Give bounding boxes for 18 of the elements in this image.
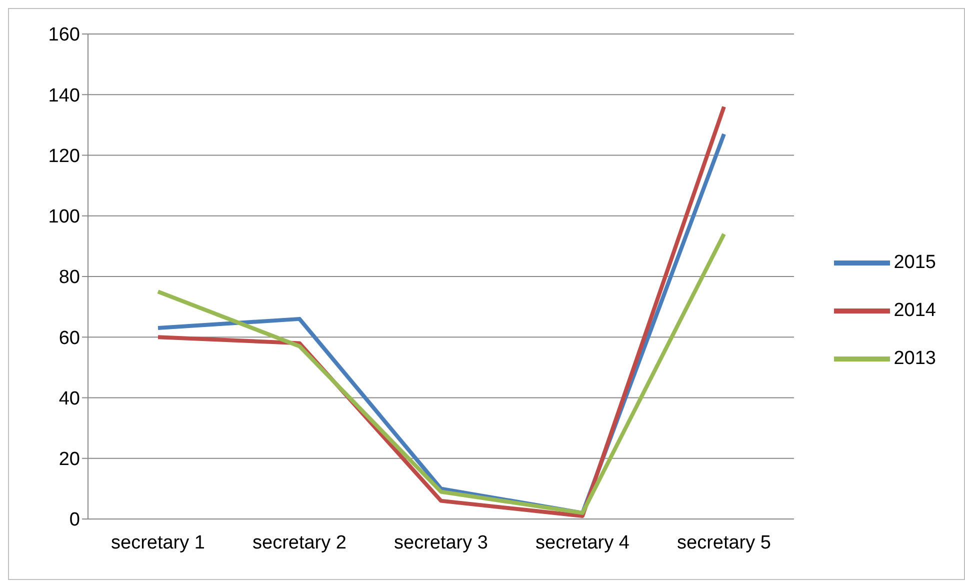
x-tick-label: secretary 1 bbox=[111, 532, 205, 554]
x-tick-label: secretary 5 bbox=[677, 532, 771, 554]
legend-label: 2015 bbox=[894, 252, 936, 274]
x-tick-label: secretary 3 bbox=[394, 532, 488, 554]
y-tick-label: 0 bbox=[69, 510, 80, 531]
legend-label: 2014 bbox=[894, 300, 936, 322]
y-tick-label: 40 bbox=[58, 388, 80, 410]
y-tick-label: 60 bbox=[58, 328, 80, 349]
y-tick-label: 20 bbox=[58, 449, 80, 470]
y-tick-label: 80 bbox=[58, 267, 80, 288]
x-tick-label: secretary 2 bbox=[252, 532, 346, 554]
y-tick-label: 160 bbox=[48, 24, 80, 46]
line-series bbox=[156, 232, 726, 515]
x-tick-label: secretary 4 bbox=[536, 532, 630, 554]
y-tick-label: 100 bbox=[48, 206, 80, 228]
y-tick-label: 120 bbox=[48, 146, 80, 167]
legend-label: 2013 bbox=[894, 348, 936, 370]
y-tick-label: 140 bbox=[48, 85, 80, 106]
